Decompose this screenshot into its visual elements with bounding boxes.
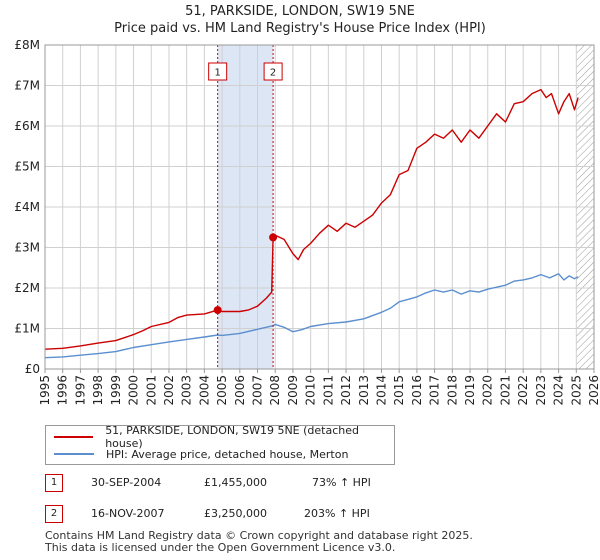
y-tick-label: £1M [14, 322, 40, 336]
transaction-price: £3,250,000 [204, 507, 267, 520]
transaction-label-box [208, 62, 228, 81]
transaction-label: 1 [214, 68, 220, 79]
transaction-date: 16-NOV-2007 [91, 507, 165, 520]
transaction-label-box [263, 62, 283, 81]
x-tick-label: 2009 [286, 375, 300, 406]
x-tick-label: 2015 [392, 375, 406, 406]
transaction-number: 2 [45, 505, 63, 523]
x-tick-label: 2000 [127, 375, 141, 406]
transaction-date: 30-SEP-2004 [91, 476, 162, 489]
hpi-line [44, 273, 579, 359]
y-tick-label: £8M [14, 38, 40, 52]
y-tick-label: £7M [14, 79, 40, 93]
x-tick-label: 2025 [569, 375, 583, 406]
legend-swatch-property [54, 436, 94, 438]
x-tick-label: 2026 [587, 375, 600, 406]
x-tick-label: 2005 [215, 375, 229, 406]
x-tick-label: 2018 [445, 375, 459, 406]
y-tick-label: £6M [14, 119, 40, 133]
x-tick-label: 2024 [552, 375, 566, 406]
chart-title-line1: 51, PARKSIDE, LONDON, SW19 5NE [185, 4, 415, 19]
transaction-point [269, 233, 278, 242]
y-tick-label: £4M [14, 200, 40, 214]
x-tick-label: 2013 [357, 375, 371, 406]
x-tick-label: 2021 [498, 375, 512, 406]
x-tick-label: 1999 [109, 375, 123, 406]
legend: 51, PARKSIDE, LONDON, SW19 5NE (detached… [45, 424, 395, 465]
property-price-line [44, 88, 579, 350]
transaction-label: 2 [270, 68, 276, 79]
x-tick-label: 1997 [73, 375, 87, 406]
x-tick-label: 1998 [91, 375, 105, 406]
x-tick-label: 2017 [428, 375, 442, 406]
footer-line2: This data is licensed under the Open Gov… [45, 541, 396, 554]
x-tick-label: 2008 [268, 375, 282, 406]
x-tick-label: 2022 [516, 375, 530, 406]
y-tick-label: £2M [14, 281, 40, 295]
x-tick-label: 1995 [38, 375, 52, 406]
transaction-hpi: 73% ↑ HPI [312, 476, 371, 489]
transaction-price: £1,455,000 [204, 476, 267, 489]
y-tick-label: £0 [25, 362, 40, 376]
legend-label-hpi: HPI: Average price, detached house, Mert… [106, 447, 349, 461]
legend-item-hpi: HPI: Average price, detached house, Mert… [54, 446, 348, 462]
plot-frame [44, 44, 595, 370]
chart-title-line2: Price paid vs. HM Land Registry's House … [114, 21, 486, 36]
x-tick-label: 2004 [197, 375, 211, 406]
x-tick-label: 2002 [162, 375, 176, 406]
legend-swatch-hpi [54, 453, 94, 455]
x-tick-label: 2016 [410, 375, 424, 406]
transaction-hpi: 203% ↑ HPI [304, 507, 370, 520]
x-tick-label: 2012 [339, 375, 353, 406]
x-tick-label: 2007 [251, 375, 265, 406]
legend-item-property: 51, PARKSIDE, LONDON, SW19 5NE (detached… [54, 424, 394, 450]
x-tick-label: 2014 [374, 375, 388, 406]
x-tick-label: 1996 [56, 375, 70, 406]
footer: Contains HM Land Registry data © Crown c… [45, 530, 473, 554]
x-tick-label: 2006 [233, 375, 247, 406]
legend-label-property: 51, PARKSIDE, LONDON, SW19 5NE (detached… [105, 424, 359, 450]
footer-line1: Contains HM Land Registry data © Crown c… [45, 529, 473, 542]
transaction-point [213, 306, 222, 315]
transaction-number: 1 [45, 474, 63, 492]
x-tick-label: 2023 [534, 375, 548, 406]
x-tick-label: 2020 [481, 375, 495, 406]
x-tick-label: 2010 [304, 375, 318, 406]
y-tick-label: £5M [14, 160, 40, 174]
x-tick-label: 2001 [144, 375, 158, 406]
x-tick-label: 2003 [180, 375, 194, 406]
y-tick-label: £3M [14, 241, 40, 255]
x-tick-label: 2011 [321, 375, 335, 406]
x-tick-label: 2019 [463, 375, 477, 406]
